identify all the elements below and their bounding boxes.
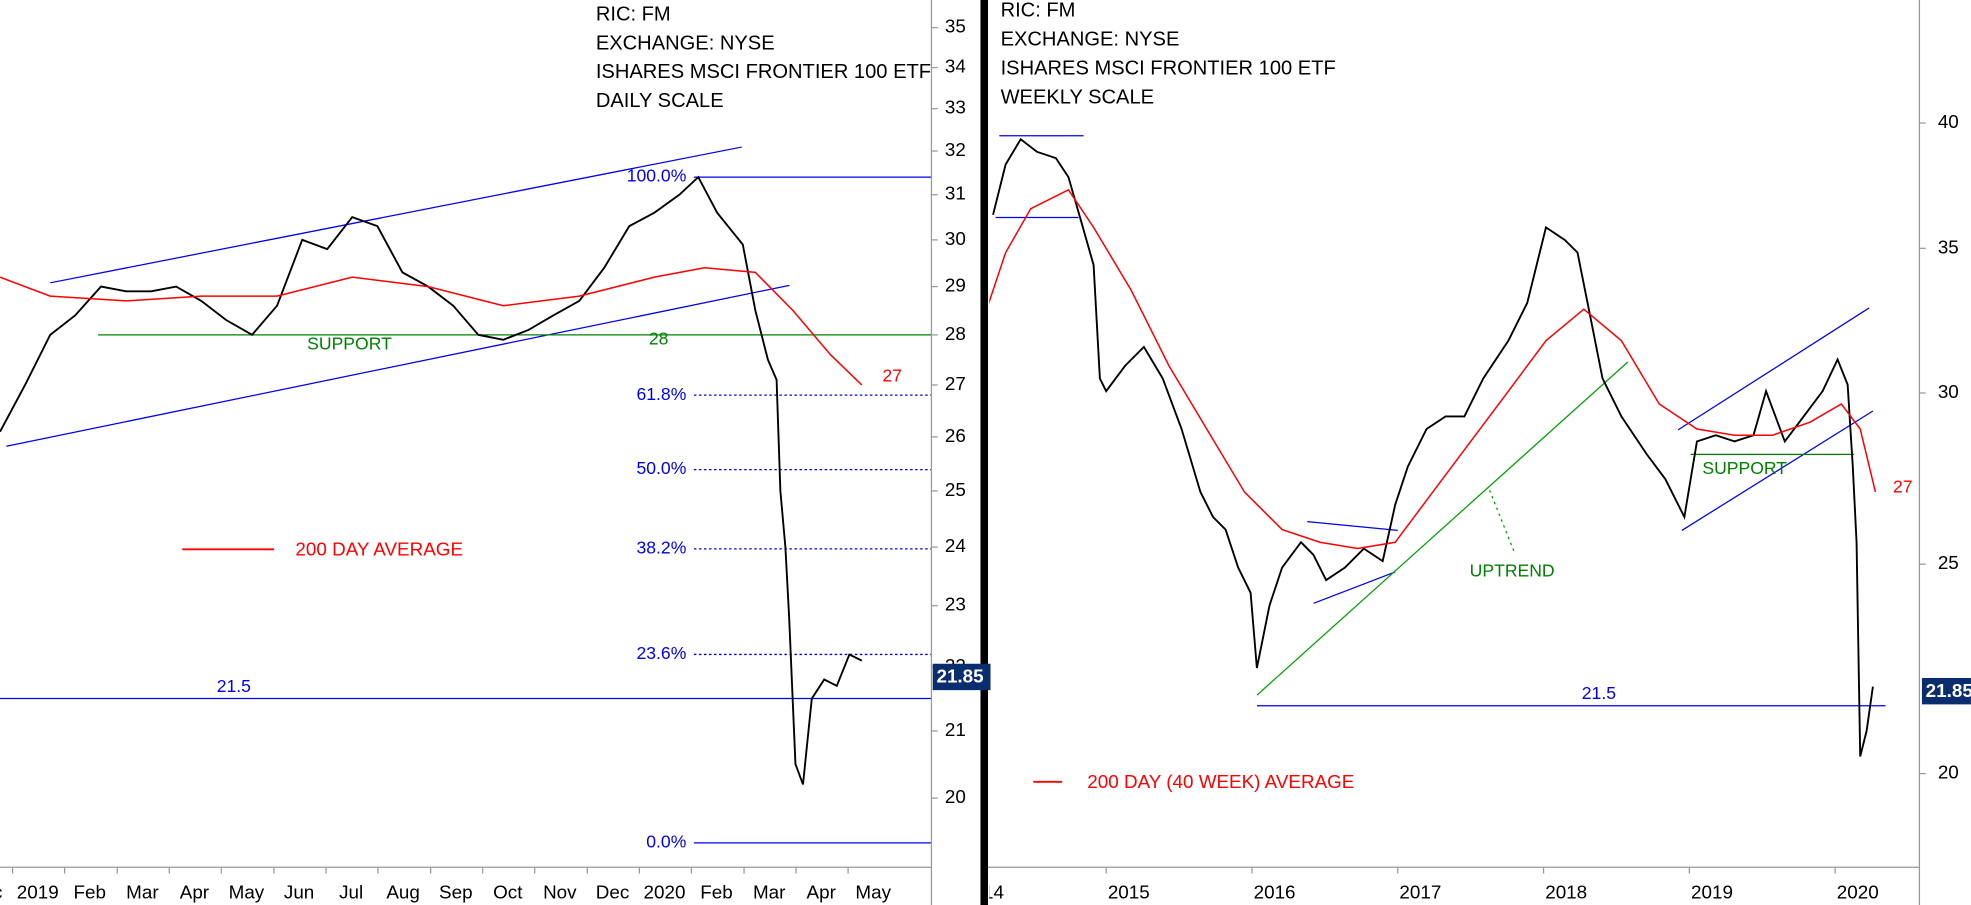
- average-end-label: 27: [882, 366, 902, 386]
- x-tick-label: 2020: [1837, 882, 1879, 903]
- y-tick-label: 34: [945, 56, 966, 77]
- title-line: EXCHANGE: NYSE: [1001, 29, 1180, 51]
- fib-label: 38.2%: [637, 537, 687, 557]
- price-line: [992, 137, 1874, 757]
- x-tick-label: Aug: [386, 882, 420, 903]
- support-value: 28: [649, 329, 669, 349]
- x-tick-label: Mar: [126, 882, 158, 903]
- x-tick-label: 2017: [1399, 882, 1441, 903]
- x-tick-label: Jun: [284, 882, 314, 903]
- title-line: DAILY SCALE: [596, 90, 724, 112]
- x-tick-label: 2015: [1108, 882, 1150, 903]
- title-line: RIC: FM: [1001, 0, 1076, 22]
- y-tick-label: 26: [945, 425, 966, 446]
- support-label: SUPPORT: [307, 334, 392, 354]
- triangle-bottom: [1313, 571, 1396, 604]
- last-price-box: [1921, 677, 1971, 705]
- y-tick-label: 25: [945, 479, 966, 500]
- y-tick-label: 40: [1938, 111, 1959, 132]
- last-price-tag: 21.85: [932, 663, 991, 691]
- channel-upper: [50, 146, 742, 284]
- y-tick-label: 29: [945, 275, 966, 296]
- y-tick-label: 20: [1938, 762, 1959, 783]
- fib-label: 61.8%: [637, 384, 687, 404]
- x-tick-label: 2018: [1545, 882, 1587, 903]
- x-tick-label: Oct: [493, 882, 523, 903]
- uptrend-label: UPTREND: [1470, 561, 1555, 581]
- x-tick-label: Nov: [543, 882, 577, 903]
- x-tick-label: May: [855, 882, 891, 903]
- y-tick-label: 35: [945, 16, 966, 37]
- y-tick-label: 24: [945, 535, 966, 556]
- y-tick-label: 33: [945, 97, 966, 118]
- level-label: 21.5: [217, 676, 251, 696]
- x-tick-label: 2016: [1254, 882, 1296, 903]
- y-tick-label: 32: [945, 139, 966, 160]
- x-tick-label: May: [229, 882, 265, 903]
- x-tick-label: Dec: [596, 882, 630, 903]
- channel-lower: [6, 284, 790, 447]
- y-tick-label: 30: [1938, 381, 1959, 402]
- daily-panel: Dec 2019 Feb Mar Apr May Jun Jul Aug Sep Oct Nov Dec…: [0, 146, 932, 903]
- x-tick-label: 2019: [1691, 882, 1733, 903]
- y-tick-label: 28: [945, 323, 966, 344]
- title-line: ISHARES MSCI FRONTIER 100 ETF: [1001, 57, 1336, 79]
- title-line: WEEKLY SCALE: [1001, 86, 1155, 108]
- fib-label: 0.0%: [646, 832, 686, 852]
- last-price-tag: 21.85: [1921, 677, 1971, 705]
- x-tick-label: Sep: [439, 882, 473, 903]
- y-tick-label: 25: [1938, 552, 1959, 573]
- triangle-top: [1307, 521, 1398, 532]
- x-tick-label: 2019: [17, 882, 59, 903]
- x-tick-label: Dec: [0, 882, 2, 903]
- y-tick-label: 30: [945, 228, 966, 249]
- level-label: 21.5: [1582, 683, 1616, 703]
- x-tick-label: Feb: [74, 882, 106, 903]
- fib-label: 100.0%: [627, 166, 687, 186]
- y-tick-label: 31: [945, 183, 966, 204]
- title-line: RIC: FM: [596, 3, 671, 25]
- y-tick-label: 23: [945, 594, 966, 615]
- x-tick-label: 2020: [644, 882, 686, 903]
- panel-separator: [980, 0, 989, 905]
- x-tick-label: Mar: [753, 882, 785, 903]
- y-tick-label: 27: [945, 373, 966, 394]
- y-tick-label: 35: [1938, 236, 1959, 257]
- uptrend-pointer: [1488, 489, 1516, 554]
- last-price-label: 21.85: [1926, 680, 1971, 701]
- y-tick-label: 21: [945, 719, 966, 740]
- support-label: SUPPORT: [1702, 458, 1787, 478]
- price-line: [0, 175, 863, 785]
- weekly-panel: 2014 2015 2016 2017 2018 2019 2020 21.5 SUPPORT 2…: [962, 135, 1913, 903]
- fib-label: 23.6%: [637, 643, 687, 663]
- average-line: [989, 188, 1877, 550]
- x-tick-label: Apr: [180, 882, 209, 903]
- x-tick-label: Jul: [339, 882, 363, 903]
- channel-upper: [1677, 307, 1870, 431]
- average-line: [0, 266, 863, 386]
- title-line: ISHARES MSCI FRONTIER 100 ETF: [596, 61, 931, 83]
- channel-lower: [1681, 410, 1874, 531]
- uptrend-line: [1256, 361, 1629, 696]
- legend-label: 200 DAY AVERAGE: [295, 539, 463, 560]
- x-tick-label: Feb: [700, 882, 732, 903]
- legend-label: 200 DAY (40 WEEK) AVERAGE: [1087, 771, 1354, 792]
- last-price-label: 21.85: [936, 666, 983, 687]
- y-tick-label: 20: [945, 786, 966, 807]
- title-line: EXCHANGE: NYSE: [596, 32, 775, 54]
- x-tick-label: Apr: [807, 882, 836, 903]
- x-tick-label: 2014: [962, 882, 1004, 903]
- last-price-box: [932, 663, 991, 691]
- fib-label: 50.0%: [637, 458, 687, 478]
- average-end-label: 27: [1893, 476, 1913, 496]
